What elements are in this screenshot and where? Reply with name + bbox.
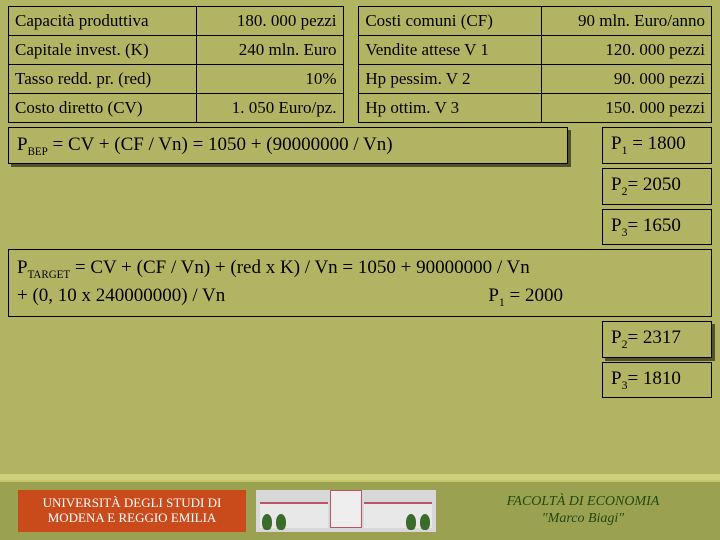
uni-line2: MODENA E REGGIO EMILIA [26, 511, 238, 526]
uni-line1: UNIVERSITÀ DEGLI STUDI DI [26, 496, 238, 511]
formula-row-pbep: PBEP = CV + (CF / Vn) = 1050 + (90000000… [8, 127, 712, 164]
table-row: Capitale invest. (K) 240 mln. Euro Vendi… [9, 36, 712, 65]
formula-ptarget: PTARGET = CV + (CF / Vn) + (red x K) / V… [8, 249, 712, 316]
cell-label: Capacità produttiva [9, 7, 197, 36]
footer: UNIVERSITÀ DEGLI STUDI DI MODENA E REGGI… [0, 478, 720, 540]
table-row: Costo diretto (CV) 1. 050 Euro/pz. Hp ot… [9, 94, 712, 123]
fac-line2: "Marco Biagi" [446, 511, 720, 528]
formula-pbep: PBEP = CV + (CF / Vn) = 1050 + (90000000… [8, 127, 568, 164]
result-p2: P2= 2050 [602, 168, 712, 205]
building-graphic [256, 490, 436, 532]
cell-label: Costi comuni (CF) [359, 7, 542, 36]
university-box: UNIVERSITÀ DEGLI STUDI DI MODENA E REGGI… [18, 490, 246, 532]
table-row: Tasso redd. pr. (red) 10% Hp pessim. V 2… [9, 65, 712, 94]
data-table: Capacità produttiva 180. 000 pezzi Costi… [8, 6, 712, 123]
cell-value: 90 mln. Euro/anno [542, 7, 712, 36]
faculty-box: FACOLTÀ DI ECONOMIA "Marco Biagi" [446, 482, 720, 540]
result-p1: P1 = 1800 [602, 127, 712, 164]
slide-content: Capacità produttiva 180. 000 pezzi Costi… [0, 0, 720, 398]
result-pt2: P2= 2317 [602, 321, 712, 358]
cell-value: 180. 000 pezzi [196, 7, 343, 36]
table-row: Capacità produttiva 180. 000 pezzi Costi… [9, 7, 712, 36]
result-pt3: P3= 1810 [602, 362, 712, 399]
result-p3: P3= 1650 [602, 209, 712, 246]
fac-line1: FACOLTÀ DI ECONOMIA [446, 494, 720, 511]
